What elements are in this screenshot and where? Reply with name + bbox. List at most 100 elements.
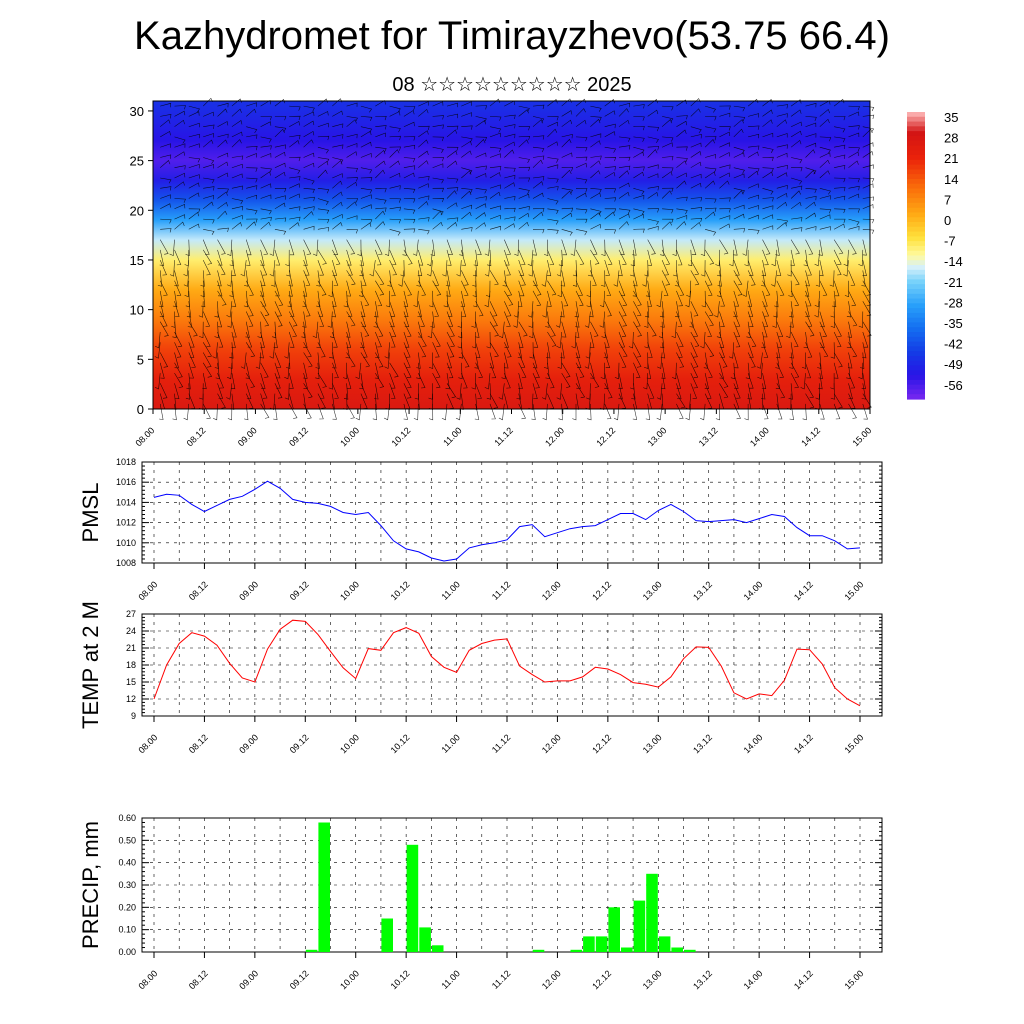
wind-barb <box>486 331 491 349</box>
wind-barb <box>575 383 586 399</box>
y-tick-label: 24 <box>126 626 136 636</box>
wind-barb <box>246 145 258 151</box>
wind-barb <box>546 260 552 277</box>
wind-barb <box>661 259 669 276</box>
wind-barb <box>661 119 673 127</box>
wind-barb <box>747 270 756 286</box>
wind-barb <box>675 301 680 318</box>
wind-barb <box>647 342 653 358</box>
wind-barb <box>403 352 411 368</box>
wind-barb <box>676 280 685 296</box>
wind-barb <box>632 280 638 297</box>
x-tick-label: 14.12 <box>792 968 815 991</box>
wind-barb <box>590 239 598 255</box>
wind-barb <box>174 110 186 117</box>
wind-barb <box>260 239 269 255</box>
wind-barb <box>644 352 649 369</box>
wind-barb <box>346 373 352 389</box>
wind-barb <box>504 195 516 201</box>
colorbar-band <box>907 245 925 252</box>
precip-bar <box>406 844 419 952</box>
wind-barb <box>259 280 265 297</box>
wind-barb <box>747 290 753 307</box>
wind-barb <box>786 321 792 339</box>
wind-barb <box>217 108 228 117</box>
wind-barb <box>690 239 697 255</box>
wind-barb <box>489 184 501 189</box>
wind-barb <box>214 301 219 318</box>
wind-barb <box>231 321 237 338</box>
wind-barb <box>217 393 226 409</box>
wind-barb <box>860 352 865 369</box>
wind-barb <box>790 130 802 138</box>
wind-barb <box>547 321 556 337</box>
wind-barb <box>403 198 416 203</box>
wind-barb <box>303 196 315 202</box>
wind-barb <box>428 383 433 400</box>
wind-barb <box>360 311 367 327</box>
wind-barb <box>662 167 674 172</box>
wind-barb <box>814 301 821 318</box>
wind-barb <box>188 352 196 368</box>
wind-barb <box>547 177 559 183</box>
wind-barb <box>862 196 875 201</box>
wind-barb <box>446 102 458 108</box>
wind-barb <box>861 383 866 400</box>
wind-barb <box>214 321 219 339</box>
wind-barb <box>403 110 415 117</box>
wind-barb <box>618 280 626 296</box>
wind-barb <box>705 207 717 212</box>
wind-barb <box>346 181 358 189</box>
wind-barb <box>274 126 287 132</box>
wind-barb <box>446 187 459 192</box>
wind-barb <box>719 152 731 158</box>
wind-barb <box>260 167 272 173</box>
wind-barb <box>829 270 835 287</box>
wind-barb <box>403 362 412 378</box>
precip-bar <box>419 927 431 952</box>
wind-barb <box>547 249 555 266</box>
precip-bar <box>431 945 444 952</box>
colorbar-band <box>907 226 925 233</box>
wind-barb <box>834 165 846 170</box>
wind-barb <box>489 166 502 171</box>
wind-barb <box>259 342 264 359</box>
wind-barb <box>762 301 770 317</box>
wind-barb <box>442 260 448 277</box>
wind-barb <box>833 393 843 409</box>
colorbar-band <box>907 159 925 166</box>
wind-barb <box>647 173 659 179</box>
wind-barb <box>246 102 257 107</box>
wind-barb <box>733 173 745 179</box>
wind-barb <box>633 342 642 358</box>
wind-barb <box>561 321 567 338</box>
wind-barb <box>862 218 875 224</box>
wind-barb <box>776 185 788 190</box>
wind-barb <box>604 211 615 220</box>
wind-barb <box>659 331 665 349</box>
wind-barb <box>762 156 774 162</box>
wind-barb <box>805 188 817 194</box>
wind-barb <box>771 270 778 287</box>
wind-barb <box>575 218 588 224</box>
x-tick-label: 10.00 <box>338 579 361 602</box>
wind-barb <box>375 249 382 266</box>
wind-barb <box>315 352 320 369</box>
wind-barb <box>274 144 286 149</box>
wind-barb <box>200 270 205 287</box>
wind-barb <box>418 331 427 347</box>
wind-barb <box>504 114 516 120</box>
wind-barb <box>260 194 272 199</box>
wind-barb <box>747 383 752 400</box>
wind-barb <box>676 208 688 215</box>
wind-barb <box>561 207 574 212</box>
wind-barb <box>833 352 843 368</box>
colorbar-label: -42 <box>944 337 963 352</box>
wind-barb <box>575 229 588 236</box>
wind-barb <box>762 99 773 107</box>
wind-barb <box>332 249 341 265</box>
wind-barb <box>790 249 795 266</box>
wind-barb <box>346 201 357 210</box>
wind-barb <box>274 162 286 168</box>
wind-barb <box>704 373 709 390</box>
